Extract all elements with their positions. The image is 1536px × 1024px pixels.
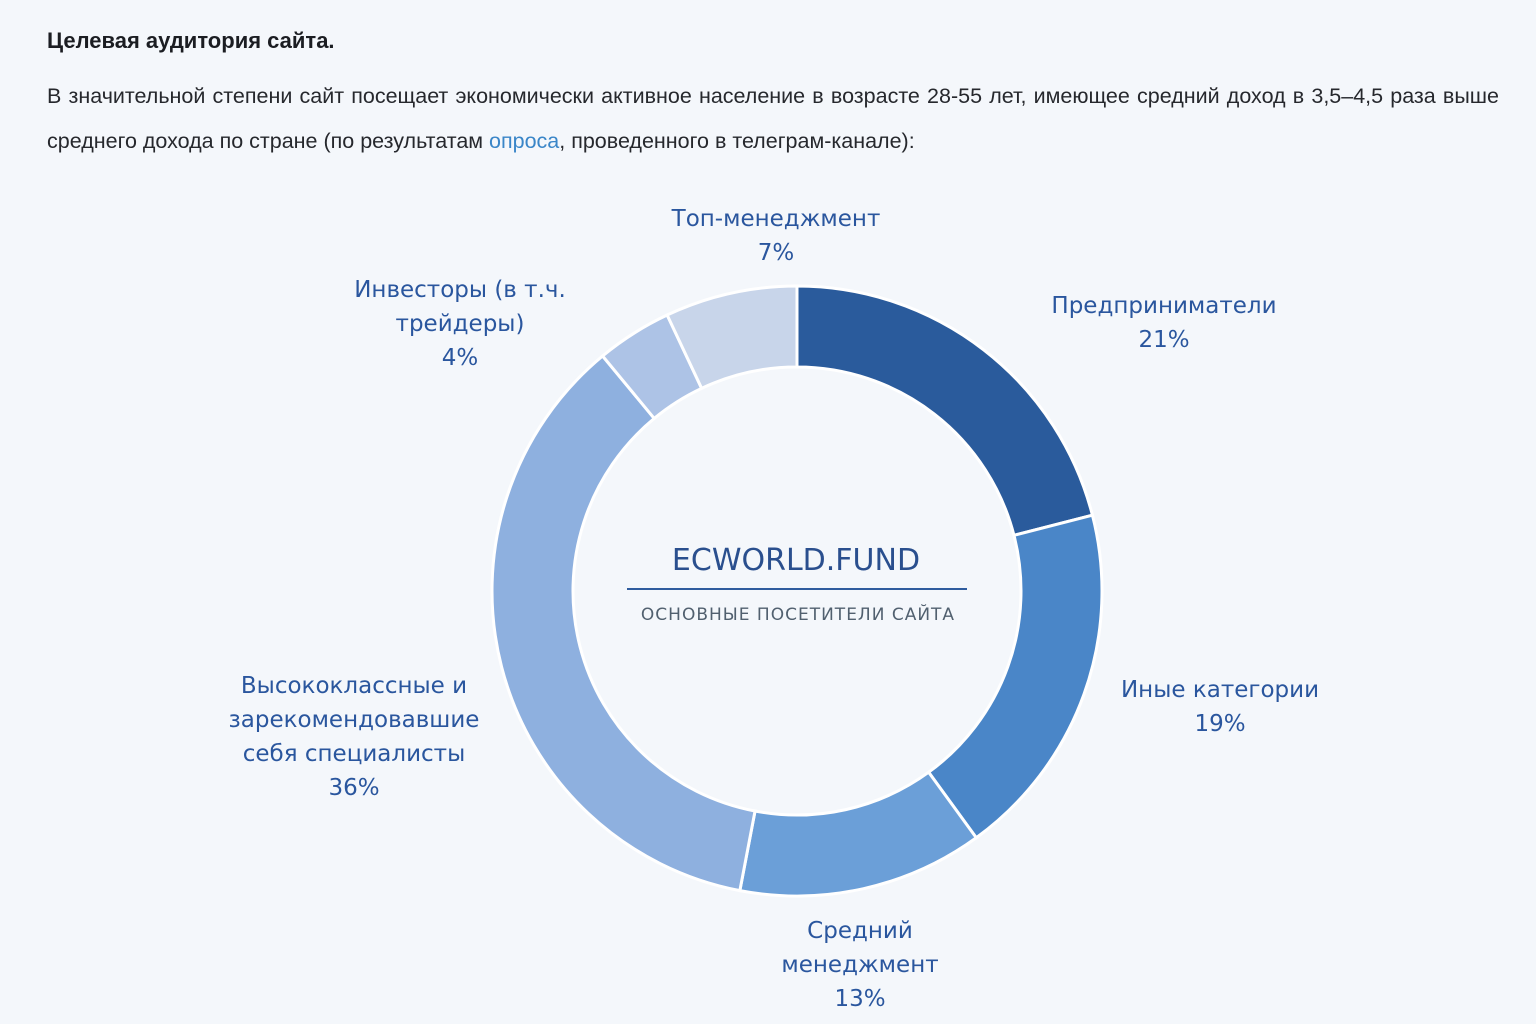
segment-name-label: трейдеры) <box>396 311 525 337</box>
segment-name-label: Топ-менеджмент <box>671 206 881 232</box>
segment-name-label: Средний <box>807 918 913 944</box>
segment-value-label: 4% <box>442 345 479 371</box>
segment-name-label: Высококлассные и <box>241 673 467 699</box>
intro-text-end: , проведенного в телеграм-канале): <box>559 129 915 153</box>
donut-segment-4 <box>490 353 757 893</box>
donut-segments <box>490 284 1104 898</box>
intro-text-start: В значительной степени сайт посещает эко… <box>47 84 1499 153</box>
segment-value-label: 19% <box>1194 711 1245 737</box>
segment-name-label: себя специалисты <box>243 741 466 767</box>
center-subtitle: ОСНОВНЫЕ ПОСЕТИТЕЛИ САЙТА <box>641 603 955 625</box>
segment-name-label: менеджмент <box>781 952 938 978</box>
donut-segment-2 <box>926 513 1104 840</box>
center-title: ECWORLD.FUND <box>672 543 920 578</box>
segment-value-label: 21% <box>1138 327 1189 353</box>
donut-segment-3 <box>738 770 979 898</box>
segment-name-label: зарекомендовавшие <box>229 707 480 733</box>
donut-segment-6 <box>665 284 799 391</box>
section-heading: Целевая аудитория сайта. <box>47 28 335 53</box>
donut-segment-1 <box>795 284 1095 538</box>
segment-name-label: Инвесторы (в т.ч. <box>354 277 566 303</box>
survey-link[interactable]: опроса <box>489 129 560 153</box>
segment-name-label: Предприниматели <box>1051 293 1276 319</box>
segment-value-label: 13% <box>834 986 885 1012</box>
segment-name-label: Иные категории <box>1121 677 1319 703</box>
intro-paragraph: В значительной степени сайт посещает эко… <box>47 74 1499 164</box>
segment-value-label: 7% <box>758 240 795 266</box>
segment-labels: Предприниматели 21% Иные категории 19% Средн… <box>229 206 1319 1012</box>
segment-value-label: 36% <box>328 775 379 801</box>
